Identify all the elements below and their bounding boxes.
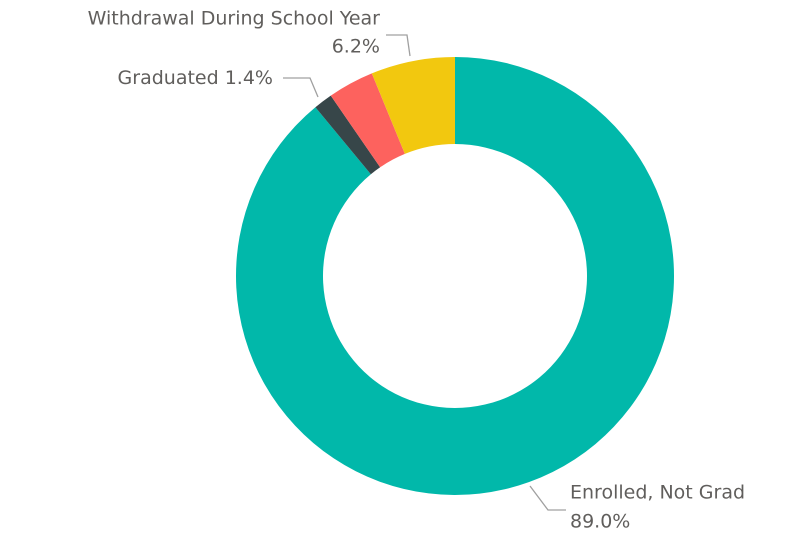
category-label: Withdrawal During School Year	[88, 8, 381, 30]
leader-line	[283, 77, 319, 98]
leader-line	[529, 485, 566, 511]
value-label: 89.0%	[570, 511, 630, 533]
donut-slice	[235, 57, 674, 496]
donut-slice	[330, 73, 405, 168]
data-label: Graduated 1.4%	[118, 67, 273, 89]
value-label: 6.2%	[332, 36, 380, 58]
donut-slice	[315, 95, 381, 175]
value-label: 1.4%	[225, 67, 273, 89]
leader-line	[386, 34, 411, 57]
donut-slice	[371, 57, 455, 154]
category-label: Graduated	[118, 67, 219, 89]
category-label: Enrolled, Not Grad	[570, 482, 745, 504]
